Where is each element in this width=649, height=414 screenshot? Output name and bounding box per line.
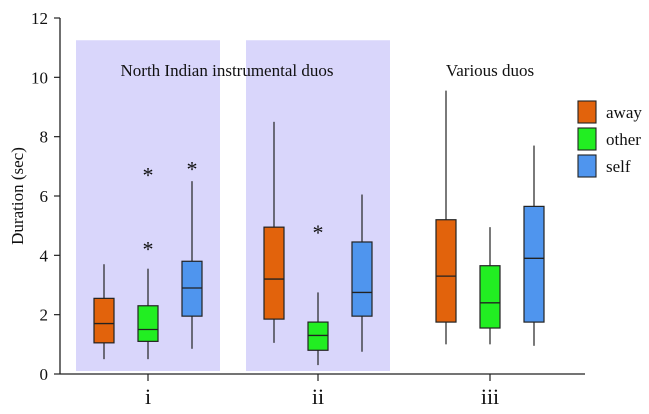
box-body [523,205,545,323]
y-tick-label: 12 [31,9,48,28]
box-body [93,297,115,344]
box-body [307,321,329,351]
outlier-marker: * [143,236,154,261]
box-iii-away [435,90,457,345]
legend: away other self [577,100,642,178]
box-body [351,241,373,317]
boxes-layer: ** ** [93,90,545,366]
box-body [479,265,501,329]
group-annotation-iii: Various duos [446,61,534,80]
y-tick-label: 8 [40,128,49,147]
box-i-other: ** [137,162,159,360]
y-tick-label: 6 [40,187,49,206]
x-tick-label: i [145,384,151,409]
legend-label-away: away [606,103,642,122]
y-tick-label: 4 [40,246,49,265]
outlier-marker: * [143,162,154,187]
box-body [137,305,159,342]
legend-label-self: self [606,157,631,176]
box-iii-other [479,227,501,345]
group-shading-layer [76,40,390,372]
box-ii-self [351,194,373,352]
box-iii-self [523,145,545,346]
box-body [181,260,203,317]
legend-swatch-self [577,154,597,178]
group-annotations-layer: North Indian instrumental duos Various du… [121,61,535,80]
outlier-marker: * [313,220,324,245]
legend-swatch-other [577,127,597,151]
outlier-marker: * [187,156,198,181]
y-tick-label: 0 [40,365,49,384]
group-annotation-i: North Indian instrumental duos [121,61,334,80]
legend-swatch-away [577,100,597,124]
box-i-away [93,264,115,360]
x-tick-label: ii [312,384,324,409]
x-tick-label: iii [481,384,499,409]
box-ii-away [263,121,285,343]
y-tick-label: 10 [31,68,48,87]
box-body [435,219,457,323]
box-body [263,226,285,320]
box-ii-other: * [307,220,329,366]
y-tick-label: 2 [40,306,49,325]
y-axis-label: Duration (sec) [8,147,27,245]
legend-label-other: other [606,130,641,149]
box-i-self: * [181,156,203,349]
